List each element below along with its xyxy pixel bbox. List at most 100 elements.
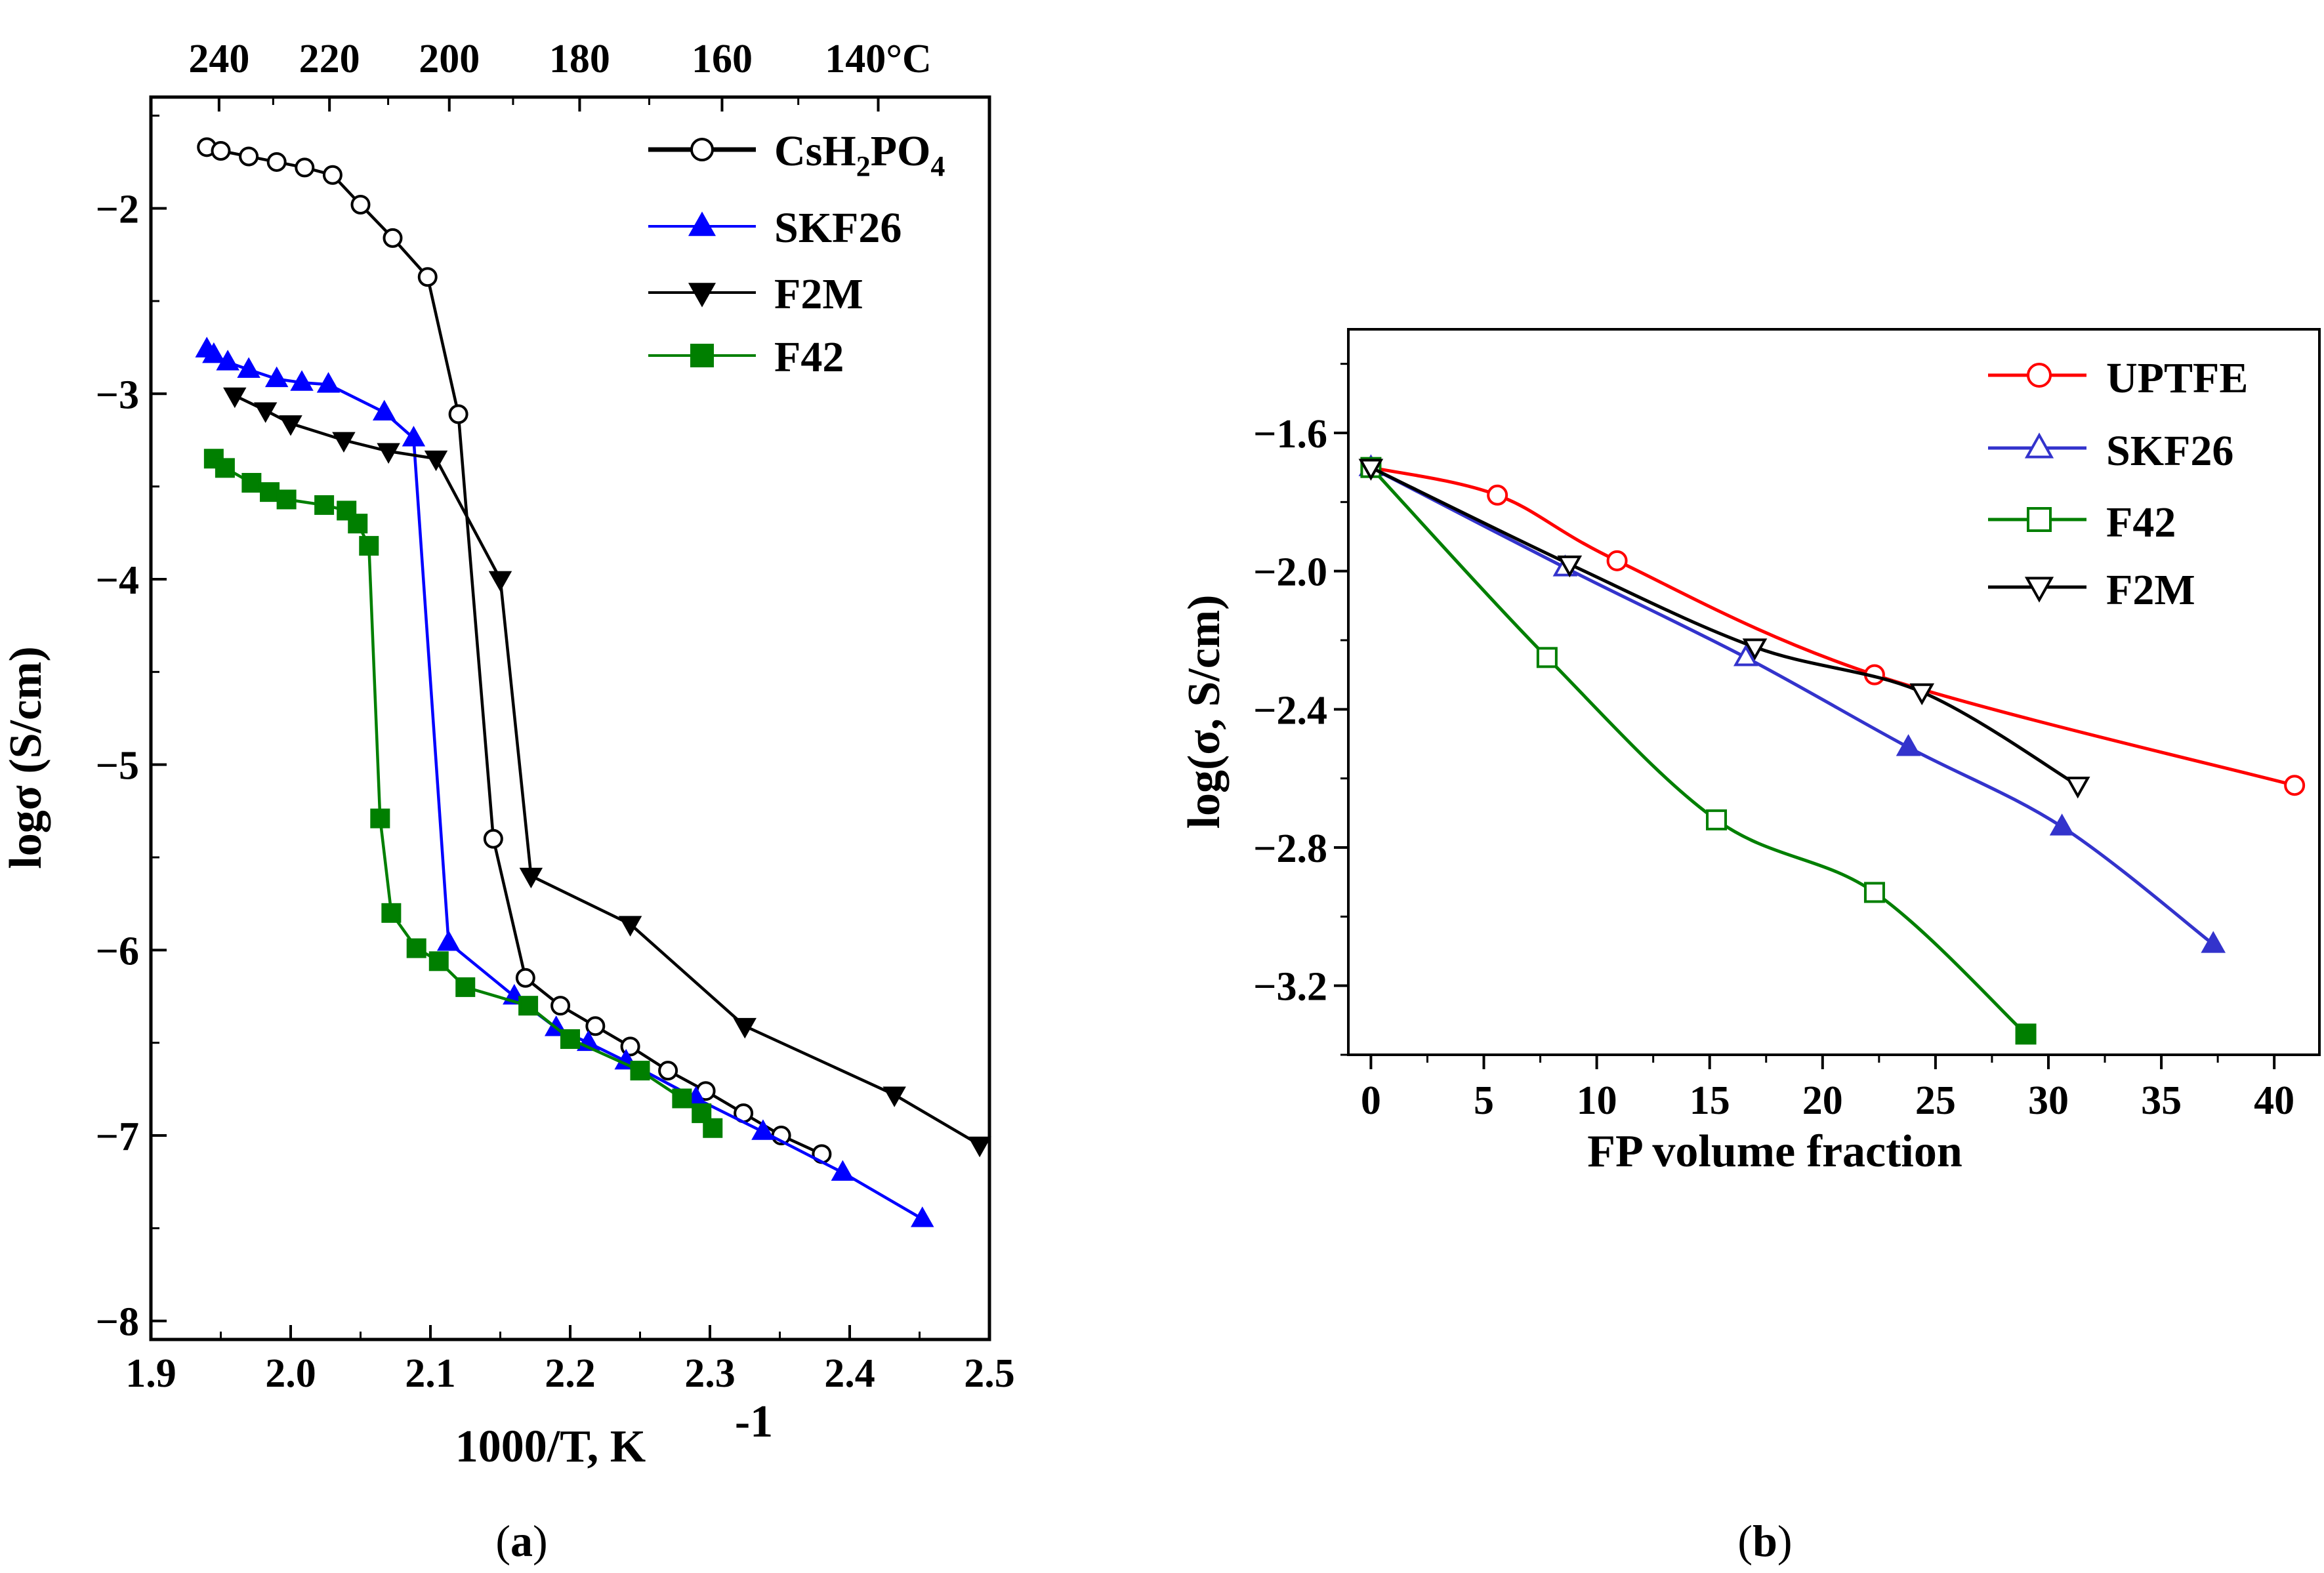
data-point (1733, 644, 1758, 666)
data-point (455, 977, 476, 997)
panel-label-b: (b) (1737, 1516, 1792, 1566)
panel-label-bracket: ( (1737, 1516, 1753, 1566)
data-point (515, 968, 535, 988)
legend-swatch-marker (2027, 507, 2052, 532)
panel-label-a: (a) (495, 1516, 547, 1566)
x-tick-label-b: 20 (1802, 1078, 1843, 1123)
top-tick-label-a: 160 (692, 37, 753, 81)
y-tick-label-a: −2 (96, 188, 139, 232)
data-point (618, 916, 642, 937)
data-point (377, 443, 400, 464)
series-curve (1369, 466, 2027, 1036)
data-point (322, 165, 342, 185)
data-point (428, 951, 449, 971)
series-line (205, 348, 923, 1221)
legend-swatch-marker (688, 283, 716, 308)
legend-swatch-marker (2024, 432, 2054, 459)
top-tick-label-a: 180 (549, 37, 610, 81)
data-point (314, 495, 335, 515)
top-tick-label-a: 140°C (825, 37, 932, 81)
legend-label: SKF26 (774, 204, 902, 252)
legend-label: SKF26 (2106, 427, 2233, 475)
x-tick-label-b: 15 (1690, 1078, 1730, 1123)
data-point (1557, 555, 1583, 578)
panel-label-bracket: ( (495, 1516, 510, 1566)
data-point (968, 1136, 991, 1158)
data-point (1606, 550, 1628, 571)
data-point (381, 903, 402, 923)
legend-label-part: PO (871, 127, 931, 175)
series-b-f2m (1358, 459, 2090, 799)
data-point (316, 372, 341, 393)
data-point (882, 1086, 906, 1107)
data-point (370, 808, 390, 828)
data-point (290, 370, 314, 391)
data-point (241, 472, 262, 493)
data-point (424, 450, 448, 472)
data-point (831, 1160, 855, 1181)
y-tick-label-b: −3.2 (1253, 965, 1327, 1010)
y-tick-label-b: −2.4 (1253, 688, 1327, 733)
series-line (213, 457, 715, 1130)
data-point (402, 426, 426, 447)
legend-swatch-marker (2024, 577, 2054, 603)
y-axis-title-b: log(σ, S/cm) (1179, 595, 1230, 829)
x-tick-label-a: 2.5 (964, 1351, 1015, 1396)
data-point (383, 228, 403, 248)
top-tick-label-a: 240 (188, 37, 249, 81)
data-point (630, 1061, 650, 1081)
legend-swatch-marker (688, 211, 716, 236)
data-point (518, 996, 539, 1016)
data-point (488, 571, 512, 592)
data-point (237, 357, 260, 378)
x-tick-label-a: 1.9 (125, 1351, 176, 1396)
legend-label-sub: 4 (930, 150, 945, 182)
legend-label: F42 (774, 333, 844, 381)
data-point (406, 938, 426, 958)
data-point (2015, 1023, 2037, 1045)
y-tick-label-b: −2.8 (1253, 827, 1327, 871)
data-point (264, 366, 289, 388)
legend-a: CsH2PO4 SKF26 F2M F42 (648, 127, 945, 381)
data-point (658, 1061, 678, 1081)
data-point (751, 1119, 775, 1140)
data-point (519, 867, 543, 889)
series-curve (1370, 466, 2079, 787)
data-point (337, 500, 357, 521)
legend-label: F2M (774, 270, 863, 318)
data-point (359, 536, 379, 556)
legend-label-cs: CsH2PO4 (774, 127, 945, 182)
y-tick-label-a: −6 (96, 929, 139, 973)
data-point (239, 146, 259, 167)
data-point (211, 140, 231, 161)
y-tick-label-a: −5 (96, 744, 139, 788)
data-point (1909, 683, 1935, 706)
data-point (560, 1029, 580, 1050)
data-point (1863, 882, 1885, 903)
series-a-f42 (203, 449, 723, 1138)
panel-label-letter: b (1753, 1516, 1777, 1566)
legend-b: UPTFE SKF26 F42 F2M (1988, 354, 2248, 614)
data-point (1742, 638, 1768, 661)
legend-label: F42 (2106, 499, 2176, 546)
x-tick-label-a: 2.1 (405, 1351, 456, 1396)
x-tick-label-b: 30 (2028, 1078, 2069, 1123)
y-tick-label-a: −4 (96, 558, 139, 603)
x-tick-label-b: 40 (2254, 1078, 2294, 1123)
y-tick-label-a: −8 (96, 1300, 139, 1345)
legend-label: UPTFE (2106, 354, 2248, 402)
data-point (436, 930, 461, 951)
data-point (672, 1088, 692, 1109)
data-point (703, 1118, 723, 1138)
top-tick-label-a: 220 (299, 37, 360, 81)
legend-label-part: CsH (774, 127, 856, 175)
data-point (295, 157, 315, 178)
x-tick-label-a: 2.0 (265, 1351, 316, 1396)
top-tick-label-a: 200 (419, 37, 480, 81)
panel-label-bracket: ) (1777, 1516, 1793, 1566)
legend-swatch-marker (2027, 363, 2052, 388)
data-point (253, 402, 278, 423)
data-point (1536, 647, 1558, 668)
data-point (2049, 813, 2075, 836)
